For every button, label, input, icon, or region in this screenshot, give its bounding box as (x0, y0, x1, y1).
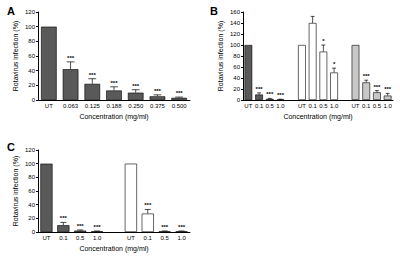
svg-text:*: * (322, 38, 325, 44)
svg-text:UT: UT (244, 103, 252, 109)
svg-text:0.1: 0.1 (308, 103, 317, 109)
svg-text:20: 20 (28, 82, 35, 88)
svg-text:***: *** (110, 80, 118, 86)
svg-text:0.1: 0.1 (362, 103, 371, 109)
svg-text:***: *** (363, 73, 371, 79)
svg-text:***: *** (94, 224, 102, 230)
svg-text:80: 80 (28, 174, 35, 180)
svg-text:80: 80 (28, 38, 35, 44)
svg-text:UT: UT (298, 103, 306, 109)
svg-text:0: 0 (32, 229, 36, 235)
svg-text:1.0: 1.0 (93, 235, 102, 241)
svg-text:40: 40 (28, 202, 35, 208)
svg-text:100: 100 (230, 42, 241, 48)
svg-text:***: *** (77, 223, 85, 229)
svg-text:***: *** (178, 224, 186, 230)
svg-text:0.250: 0.250 (128, 103, 144, 109)
svg-text:0.5: 0.5 (373, 103, 382, 109)
svg-text:20: 20 (233, 86, 240, 92)
svg-text:***: *** (384, 86, 392, 92)
svg-text:0: 0 (237, 97, 241, 103)
svg-text:UT: UT (127, 235, 135, 241)
svg-text:140: 140 (230, 20, 241, 26)
svg-text:0.5: 0.5 (319, 103, 328, 109)
svg-text:40: 40 (233, 75, 240, 81)
svg-text:0.5: 0.5 (76, 235, 85, 241)
svg-text:Concentration (mg/ml): Concentration (mg/ml) (79, 245, 148, 253)
svg-text:Concentration (mg/ml): Concentration (mg/ml) (79, 113, 148, 121)
svg-text:***: *** (373, 84, 381, 90)
svg-text:1.0: 1.0 (177, 235, 186, 241)
svg-text:0: 0 (32, 97, 36, 103)
svg-text:100: 100 (25, 24, 36, 30)
svg-text:60: 60 (233, 64, 240, 70)
svg-text:B: B (210, 5, 218, 17)
svg-text:40: 40 (28, 68, 35, 74)
svg-text:0.188: 0.188 (106, 103, 122, 109)
svg-text:160: 160 (230, 9, 241, 15)
svg-text:60: 60 (28, 53, 35, 59)
svg-text:***: *** (60, 215, 68, 221)
svg-text:80: 80 (233, 53, 240, 59)
svg-text:UT: UT (42, 235, 50, 241)
svg-text:***: *** (176, 90, 184, 96)
svg-text:C: C (7, 141, 15, 153)
svg-text:1.0: 1.0 (330, 103, 339, 109)
svg-text:100: 100 (25, 161, 36, 167)
svg-text:***: *** (144, 202, 152, 208)
svg-text:0.1: 0.1 (144, 235, 153, 241)
svg-text:Rotavirus infection (%): Rotavirus infection (%) (12, 21, 20, 91)
svg-text:***: *** (89, 72, 97, 78)
svg-text:1.0: 1.0 (383, 103, 392, 109)
svg-text:Rotavirus infection (%): Rotavirus infection (%) (217, 21, 225, 91)
svg-text:Concentration (mg/ml): Concentration (mg/ml) (283, 113, 352, 121)
svg-text:0.1: 0.1 (59, 235, 68, 241)
svg-text:120: 120 (25, 147, 36, 153)
svg-text:20: 20 (28, 215, 35, 221)
svg-text:A: A (7, 5, 15, 17)
svg-text:120: 120 (25, 9, 36, 15)
svg-text:***: *** (266, 91, 274, 97)
svg-text:Rotavirus infection (%): Rotavirus infection (%) (12, 156, 20, 226)
svg-text:***: *** (67, 55, 75, 61)
svg-text:0.5: 0.5 (160, 235, 169, 241)
svg-text:120: 120 (230, 31, 241, 37)
svg-text:0.5: 0.5 (266, 103, 275, 109)
svg-text:0.500: 0.500 (172, 103, 188, 109)
svg-text:UT: UT (352, 103, 360, 109)
svg-text:0.063: 0.063 (63, 103, 79, 109)
svg-text:***: *** (161, 224, 169, 230)
svg-text:***: *** (277, 92, 285, 98)
svg-text:0.1: 0.1 (255, 103, 264, 109)
svg-text:***: *** (154, 88, 162, 94)
svg-text:0.375: 0.375 (150, 103, 166, 109)
svg-text:***: *** (256, 86, 264, 92)
svg-text:60: 60 (28, 188, 35, 194)
svg-text:1.0: 1.0 (276, 103, 285, 109)
svg-text:*: * (333, 61, 336, 67)
svg-text:0.125: 0.125 (85, 103, 101, 109)
svg-text:***: *** (132, 83, 140, 89)
svg-text:UT: UT (45, 103, 53, 109)
